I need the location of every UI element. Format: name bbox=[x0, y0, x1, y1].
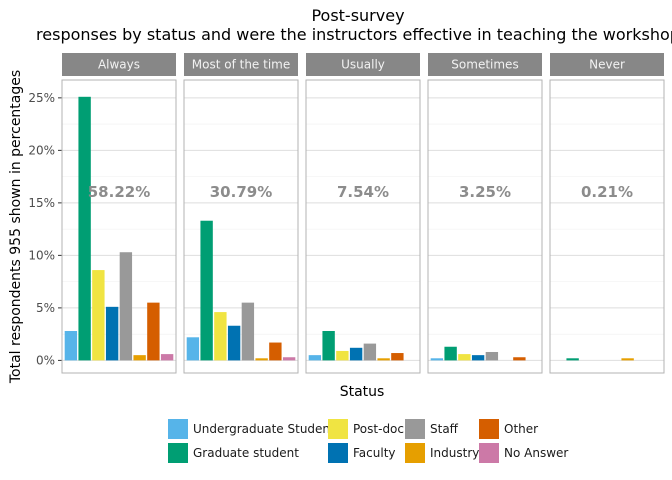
bar-always-other bbox=[147, 302, 160, 361]
facet-panel-border bbox=[427, 79, 543, 374]
y-tick-label: 5% bbox=[36, 301, 55, 315]
facet-label-usually: Usually bbox=[341, 58, 385, 72]
legend-label: No Answer bbox=[504, 446, 569, 460]
total-label-never: 0.21% bbox=[581, 183, 633, 201]
y-tick-label: 20% bbox=[28, 143, 55, 157]
facet-panel-bg bbox=[550, 80, 664, 373]
y-tick-label: 25% bbox=[28, 91, 55, 105]
facet-strip-never bbox=[550, 53, 664, 76]
y-tick-label: 10% bbox=[28, 248, 55, 262]
facet-panel-border bbox=[549, 79, 665, 374]
facet-panel-border bbox=[305, 79, 421, 374]
chart-title: Post-survey bbox=[311, 6, 405, 25]
total-label-most-of-the-time: 30.79% bbox=[210, 183, 272, 201]
total-label-always: 58.22% bbox=[88, 183, 150, 201]
legend-key-industry bbox=[405, 443, 425, 463]
y-tick-label: 15% bbox=[28, 196, 55, 210]
bar-usually-other bbox=[391, 353, 404, 361]
bar-sometimes-faculty bbox=[471, 355, 485, 361]
legend-key-other bbox=[479, 419, 499, 439]
bar-usually-undergraduate-student bbox=[308, 355, 322, 361]
legend-key-staff bbox=[405, 419, 425, 439]
legend-item-industry: Industry bbox=[405, 443, 479, 463]
legend-label: Industry bbox=[430, 446, 480, 460]
legend-key-no-answer bbox=[479, 443, 499, 463]
legend-key-undergraduate-student bbox=[168, 419, 188, 439]
bar-sometimes-staff bbox=[485, 351, 499, 361]
legend-item-staff: Staff bbox=[405, 419, 458, 439]
facet-label-sometimes: Sometimes bbox=[451, 58, 518, 72]
legend-label: Graduate student bbox=[193, 446, 299, 460]
bar-most-of-the-time-staff bbox=[241, 302, 255, 361]
bar-usually-post-doc bbox=[336, 350, 349, 361]
total-label-usually: 7.54% bbox=[337, 183, 389, 201]
legend-item-graduate-student: Graduate student bbox=[168, 443, 299, 463]
facet-strip-usually bbox=[306, 53, 420, 76]
bar-usually-faculty bbox=[349, 347, 363, 361]
facet-strip-most-of-the-time bbox=[184, 53, 298, 76]
bar-never-graduate-student bbox=[566, 358, 579, 361]
bar-always-graduate-student bbox=[78, 96, 91, 361]
facet-strip-always bbox=[62, 53, 176, 76]
chart-subtitle: responses by status and were the instruc… bbox=[36, 25, 672, 44]
bar-most-of-the-time-industry bbox=[255, 358, 268, 361]
legend-item-other: Other bbox=[479, 419, 538, 439]
legend-label: Undergraduate Student bbox=[193, 422, 335, 436]
bar-always-no-answer bbox=[160, 354, 174, 361]
bar-most-of-the-time-graduate-student bbox=[200, 220, 213, 361]
legend-label: Post-doc bbox=[353, 422, 404, 436]
facet-label-never: Never bbox=[589, 58, 625, 72]
facet-panel-border bbox=[183, 79, 299, 374]
bar-always-industry bbox=[133, 355, 146, 361]
bar-most-of-the-time-undergraduate-student bbox=[186, 337, 200, 361]
bar-always-post-doc bbox=[92, 270, 105, 361]
facet-label-most-of-the-time: Most of the time bbox=[192, 58, 290, 72]
total-label-sometimes: 3.25% bbox=[459, 183, 511, 201]
legend-key-faculty bbox=[328, 443, 348, 463]
bar-always-staff bbox=[119, 252, 133, 361]
facet-label-always: Always bbox=[98, 58, 140, 72]
bar-always-faculty bbox=[105, 306, 119, 361]
legend-item-no-answer: No Answer bbox=[479, 443, 568, 463]
x-axis-label: Status bbox=[340, 384, 385, 400]
bar-usually-industry bbox=[377, 358, 390, 361]
bar-usually-graduate-student bbox=[322, 330, 335, 361]
bar-never-industry bbox=[621, 358, 634, 361]
legend-key-post-doc bbox=[328, 419, 348, 439]
legend-label: Other bbox=[504, 422, 539, 436]
y-tick-label: 0% bbox=[36, 353, 55, 367]
legend-label: Faculty bbox=[353, 446, 396, 460]
bar-most-of-the-time-other bbox=[269, 342, 282, 361]
facet-panel-bg bbox=[428, 80, 542, 373]
bar-sometimes-undergraduate-student bbox=[430, 358, 444, 361]
legend-key-graduate-student bbox=[168, 443, 188, 463]
facet-strip-sometimes bbox=[428, 53, 542, 76]
legend-item-undergraduate-student: Undergraduate Student bbox=[168, 419, 335, 439]
bar-always-undergraduate-student bbox=[64, 330, 78, 361]
y-axis-label: Total respondents 955 shown in percentag… bbox=[8, 70, 24, 384]
bar-most-of-the-time-faculty bbox=[227, 325, 241, 361]
bar-sometimes-other bbox=[513, 357, 526, 361]
bar-usually-staff bbox=[363, 343, 377, 361]
bar-most-of-the-time-no-answer bbox=[282, 357, 296, 361]
bar-sometimes-post-doc bbox=[458, 354, 471, 361]
bar-most-of-the-time-post-doc bbox=[214, 312, 227, 361]
legend-item-faculty: Faculty bbox=[328, 443, 396, 463]
bar-sometimes-graduate-student bbox=[444, 346, 457, 361]
legend-label: Staff bbox=[430, 422, 458, 436]
facet-panel-bg bbox=[306, 80, 420, 373]
legend-item-post-doc: Post-doc bbox=[328, 419, 404, 439]
facet-panel-border bbox=[61, 79, 177, 374]
